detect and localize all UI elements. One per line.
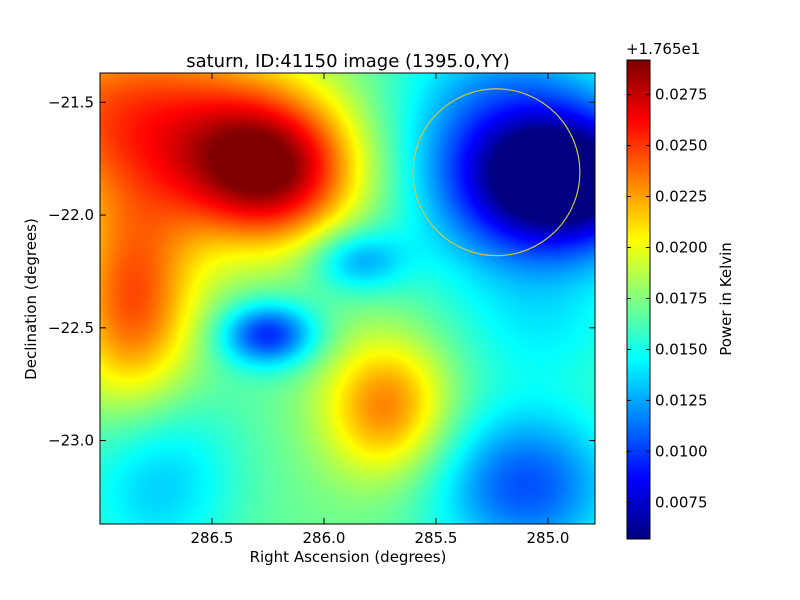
y-tick-label: −21.5: [48, 93, 94, 111]
x-tick-label: 285.0: [526, 529, 569, 547]
x-axis-ticks: 286.5 286.0 285.5 285.0: [191, 73, 569, 547]
colorbar-tick-label: 0.0100: [655, 442, 708, 460]
colorbar-label: Power in Kelvin: [717, 242, 735, 356]
y-axis-label: Declination (degrees): [22, 218, 40, 380]
x-tick-label: 286.5: [191, 529, 234, 547]
heatmap-image: [100, 73, 595, 524]
colorbar-tick-label: 0.0075: [655, 493, 708, 511]
y-axis-ticks: −21.5 −22.0 −22.5 −23.0: [48, 93, 595, 450]
plot-area: 286.5 286.0 285.5 285.0 −21.5 −22.0 −22.5 −23.…: [48, 72, 596, 547]
colorbar-ticks: 0.0075 0.0100 0.0125 0.0150 0.0175 0.0200 0.02…: [627, 86, 708, 511]
colorbar-tick-label: 0.0250: [655, 137, 708, 155]
x-tick-label: 285.5: [414, 529, 457, 547]
colorbar: 0.0075 0.0100 0.0125 0.0150 0.0175 0.0200 0.02…: [626, 40, 735, 540]
colorbar-gradient: [627, 60, 650, 539]
y-tick-label: −22.0: [48, 206, 94, 224]
plot-frame: [99, 72, 596, 525]
annotation-circle: [412, 88, 581, 257]
colorbar-frame: [626, 59, 651, 540]
colorbar-tick-label: 0.0125: [655, 391, 708, 409]
colorbar-offset-text: +1.765e1: [626, 40, 700, 58]
colorbar-tick-label: 0.0275: [655, 86, 708, 104]
colorbar-tick-label: 0.0175: [655, 289, 708, 307]
colorbar-tick-label: 0.0225: [655, 188, 708, 206]
y-tick-label: −23.0: [48, 432, 94, 450]
y-tick-label: −22.5: [48, 319, 94, 337]
chart-title: saturn, ID:41150 image (1395.0,YY): [186, 51, 510, 72]
x-tick-label: 286.0: [303, 529, 346, 547]
colorbar-tick-label: 0.0150: [655, 340, 708, 358]
x-axis-label: Right Ascension (degrees): [250, 548, 447, 566]
colorbar-tick-label: 0.0200: [655, 239, 708, 257]
